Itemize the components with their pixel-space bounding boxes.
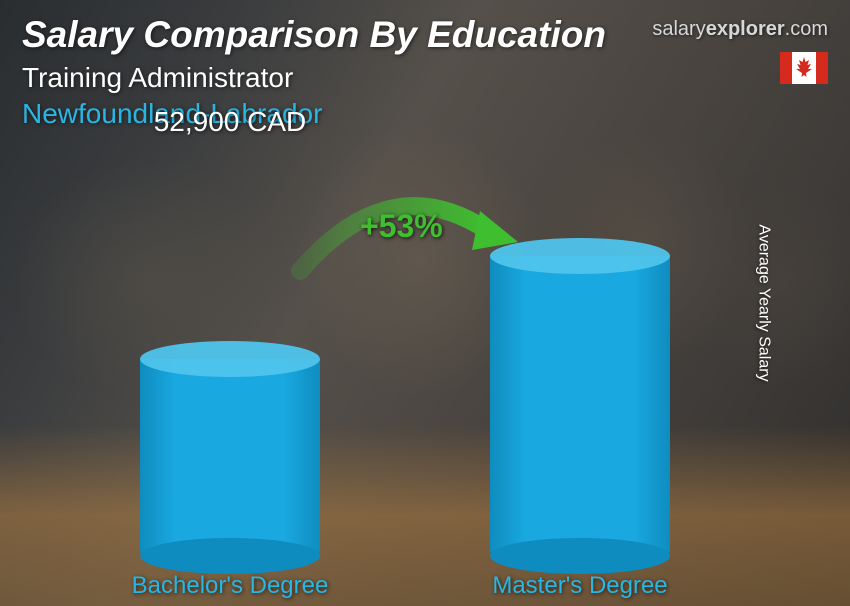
bar-bottom-ellipse xyxy=(490,538,670,574)
bar-body xyxy=(140,359,320,556)
bar-top-ellipse xyxy=(140,341,320,377)
watermark-prefix: salary xyxy=(652,18,705,40)
infographic-stage: Salary Comparison By Education Training … xyxy=(0,0,850,606)
bar-group: 52,900 CADBachelor's Degree xyxy=(140,359,320,556)
bar-category-label: Bachelor's Degree xyxy=(100,572,360,600)
percent-increase-badge: +53% xyxy=(360,208,443,245)
bar-body xyxy=(490,256,670,556)
bar-bottom-ellipse xyxy=(140,538,320,574)
job-title: Training Administrator xyxy=(22,62,293,94)
canada-flag-icon xyxy=(780,52,828,84)
bar-top-ellipse xyxy=(490,238,670,274)
salary-bar-chart: +53% 52,900 CADBachelor's Degree 80,700 C… xyxy=(60,136,780,556)
bar-category-label: Master's Degree xyxy=(450,572,710,600)
watermark: salaryexplorer.com xyxy=(652,18,828,41)
bar-value-label: 52,900 CAD xyxy=(100,106,360,138)
page-title: Salary Comparison By Education xyxy=(22,14,606,56)
bar-group: 80,700 CADMaster's Degree xyxy=(490,256,670,556)
bar xyxy=(140,359,320,556)
bar xyxy=(490,256,670,556)
watermark-accent: explorer xyxy=(706,18,785,40)
watermark-suffix: .com xyxy=(785,18,828,40)
